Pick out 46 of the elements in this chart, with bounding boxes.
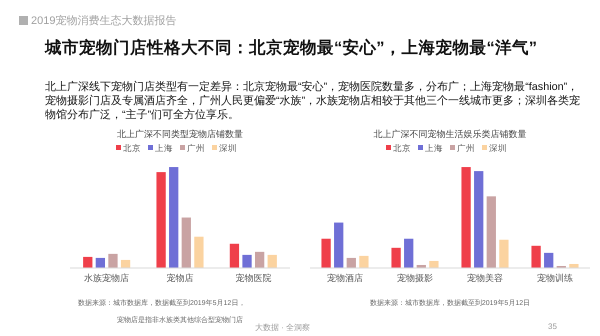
legend-label: 北京	[123, 143, 141, 153]
bar	[254, 252, 264, 268]
x-tick-label: 宠物训练	[537, 273, 573, 283]
text: 35	[548, 322, 557, 331]
legend-label: 上海	[155, 143, 173, 153]
legend-label: 广州	[187, 143, 205, 153]
bar	[83, 256, 92, 268]
chart-title: 北上广深不同类型宠物店铺数量	[117, 129, 243, 139]
bar	[461, 167, 471, 268]
bar	[120, 260, 130, 268]
chart-title: 北上广深不同宠物生活娱乐类店铺数量	[374, 129, 526, 139]
text: 大数据 · 全洞察	[255, 322, 310, 333]
x-tick-label: 水族宠物店	[84, 273, 130, 283]
legend-label: 北京	[393, 143, 411, 153]
legend-label: 深圳	[489, 143, 507, 153]
legend-label: 上海	[425, 143, 443, 153]
bar	[391, 248, 401, 268]
bar	[169, 167, 178, 268]
bar	[531, 246, 541, 268]
bar	[544, 252, 554, 268]
x-tick-label: 宠物酒店	[327, 273, 363, 283]
bar	[346, 258, 356, 268]
x-tick-label: 宠物美容	[467, 273, 503, 283]
bar	[321, 238, 331, 268]
bar	[486, 196, 496, 268]
bar	[359, 256, 369, 268]
bar	[156, 172, 166, 268]
x-tick-label: 宠物店	[166, 273, 194, 283]
bar	[96, 258, 106, 268]
bar	[334, 222, 344, 268]
bar	[404, 238, 414, 268]
bar	[268, 254, 277, 268]
text: 北上广深线下宠物门店类型有一定差异：北京宠物最“安心”，宠物医院数量多，分布广；上海宠物最“fashion”，宠物摄影门店及专属酒店齐全，广州人民更偏爱“水族”，水族宠物店相较于其他三个一线城市更多；深圳各类宠物馆分布广泛，“主子”们可全方位享乐。	[45, 80, 582, 122]
bar	[474, 171, 484, 268]
bar	[499, 240, 509, 268]
text: 2019宠物消费生态大数据报告	[31, 14, 176, 28]
bar	[108, 254, 118, 268]
legend-label: 深圳	[219, 143, 237, 153]
x-tick-label: 宠物摄影	[397, 273, 433, 283]
bar	[230, 244, 240, 268]
bar	[194, 236, 204, 268]
text: 城市宠物门店性格大不同：北京宠物最“安心”，上海宠物最“洋气”	[45, 38, 537, 59]
bar	[242, 254, 252, 268]
legend-label: 广州	[457, 143, 475, 153]
x-tick-label: 宠物医院	[235, 273, 272, 283]
bar	[182, 218, 191, 268]
